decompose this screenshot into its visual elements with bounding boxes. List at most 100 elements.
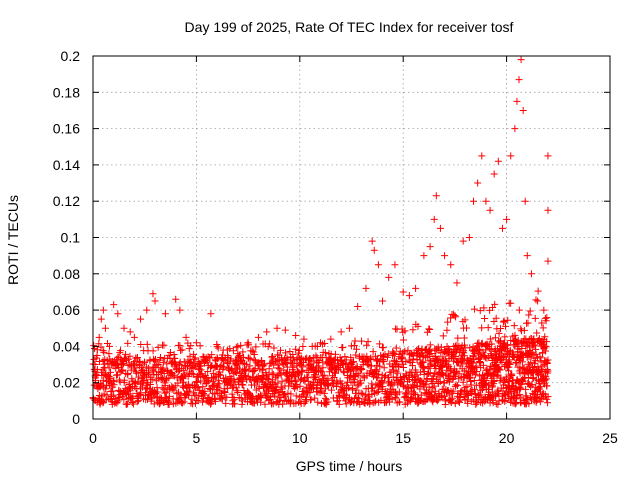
data-point: [411, 389, 419, 397]
data-point: [403, 389, 411, 397]
data-point: [289, 351, 297, 359]
data-point: [307, 396, 315, 404]
data-point: [422, 380, 430, 388]
data-point: [359, 390, 367, 398]
data-point: [220, 388, 228, 396]
data-point: [331, 369, 339, 377]
data-point: [441, 252, 449, 260]
data-point: [516, 391, 524, 399]
data-point: [444, 318, 452, 326]
data-point: [207, 310, 215, 318]
data-point: [151, 297, 159, 305]
y-tick-label: 0.14: [53, 157, 80, 173]
data-point: [528, 381, 536, 389]
data-point: [163, 360, 171, 368]
data-point: [483, 354, 491, 362]
data-point: [466, 373, 474, 381]
data-point: [526, 307, 534, 315]
data-point: [157, 375, 165, 383]
data-point: [478, 324, 486, 332]
data-point: [188, 370, 196, 378]
data-point: [205, 385, 213, 393]
data-point: [488, 340, 496, 348]
data-point: [188, 395, 196, 403]
data-point: [507, 299, 515, 307]
data-point: [411, 390, 419, 398]
data-point: [544, 399, 552, 407]
data-point: [162, 388, 170, 396]
data-point: [128, 398, 136, 406]
data-point: [368, 380, 376, 388]
data-point: [465, 234, 473, 241]
data-point: [282, 393, 290, 401]
data-point: [257, 398, 265, 406]
data-point: [258, 356, 266, 364]
data-point: [105, 373, 113, 381]
data-point: [506, 373, 514, 381]
y-axis-label: ROTI / TECUs: [5, 195, 21, 285]
data-point: [526, 348, 534, 356]
data-point: [408, 358, 416, 366]
data-point: [134, 397, 142, 405]
data-point: [394, 369, 402, 377]
data-point: [100, 348, 108, 356]
data-point: [264, 392, 272, 400]
data-point: [357, 389, 365, 397]
data-point: [354, 302, 362, 310]
data-point: [510, 352, 518, 360]
data-point: [519, 378, 527, 386]
data-point: [426, 341, 434, 349]
data-point: [374, 261, 382, 269]
data-point: [223, 346, 231, 354]
data-point: [93, 365, 101, 373]
data-point: [392, 344, 400, 352]
data-point: [295, 347, 303, 355]
data-point: [455, 397, 463, 405]
data-point: [114, 310, 122, 318]
data-point: [412, 379, 420, 387]
data-point: [261, 360, 269, 368]
data-point: [452, 347, 460, 355]
data-point: [331, 350, 339, 358]
data-point: [197, 366, 205, 374]
data-point: [379, 344, 387, 352]
y-tick-label: 0.12: [53, 193, 80, 209]
data-point: [538, 319, 546, 327]
data-point: [239, 377, 247, 385]
data-point: [385, 273, 393, 281]
data-point: [522, 385, 530, 393]
data-point: [110, 381, 118, 389]
data-point: [275, 365, 283, 373]
data-point: [504, 316, 512, 324]
data-point: [542, 317, 550, 325]
data-point: [189, 400, 197, 408]
data-point: [263, 328, 271, 336]
data-point: [484, 324, 492, 332]
data-point: [426, 369, 434, 377]
data-point: [258, 365, 266, 373]
data-point: [206, 400, 214, 408]
data-point: [254, 333, 262, 341]
data-point: [239, 348, 247, 356]
data-point: [99, 376, 107, 384]
data-point: [476, 307, 484, 315]
data-point: [143, 340, 151, 348]
data-point: [233, 369, 241, 377]
data-point: [452, 313, 460, 321]
data-point: [299, 363, 307, 371]
data-point: [404, 390, 412, 398]
data-point: [496, 357, 504, 365]
data-point: [252, 377, 260, 385]
data-point: [490, 170, 498, 178]
data-point: [536, 398, 544, 406]
data-point: [375, 370, 383, 378]
data-point: [314, 398, 322, 406]
data-point: [499, 318, 507, 326]
data-point: [164, 397, 172, 405]
data-point: [534, 297, 542, 305]
data-point: [197, 358, 205, 366]
data-point: [112, 371, 120, 379]
data-point: [180, 366, 188, 374]
data-point: [400, 349, 408, 357]
data-point: [436, 224, 444, 232]
